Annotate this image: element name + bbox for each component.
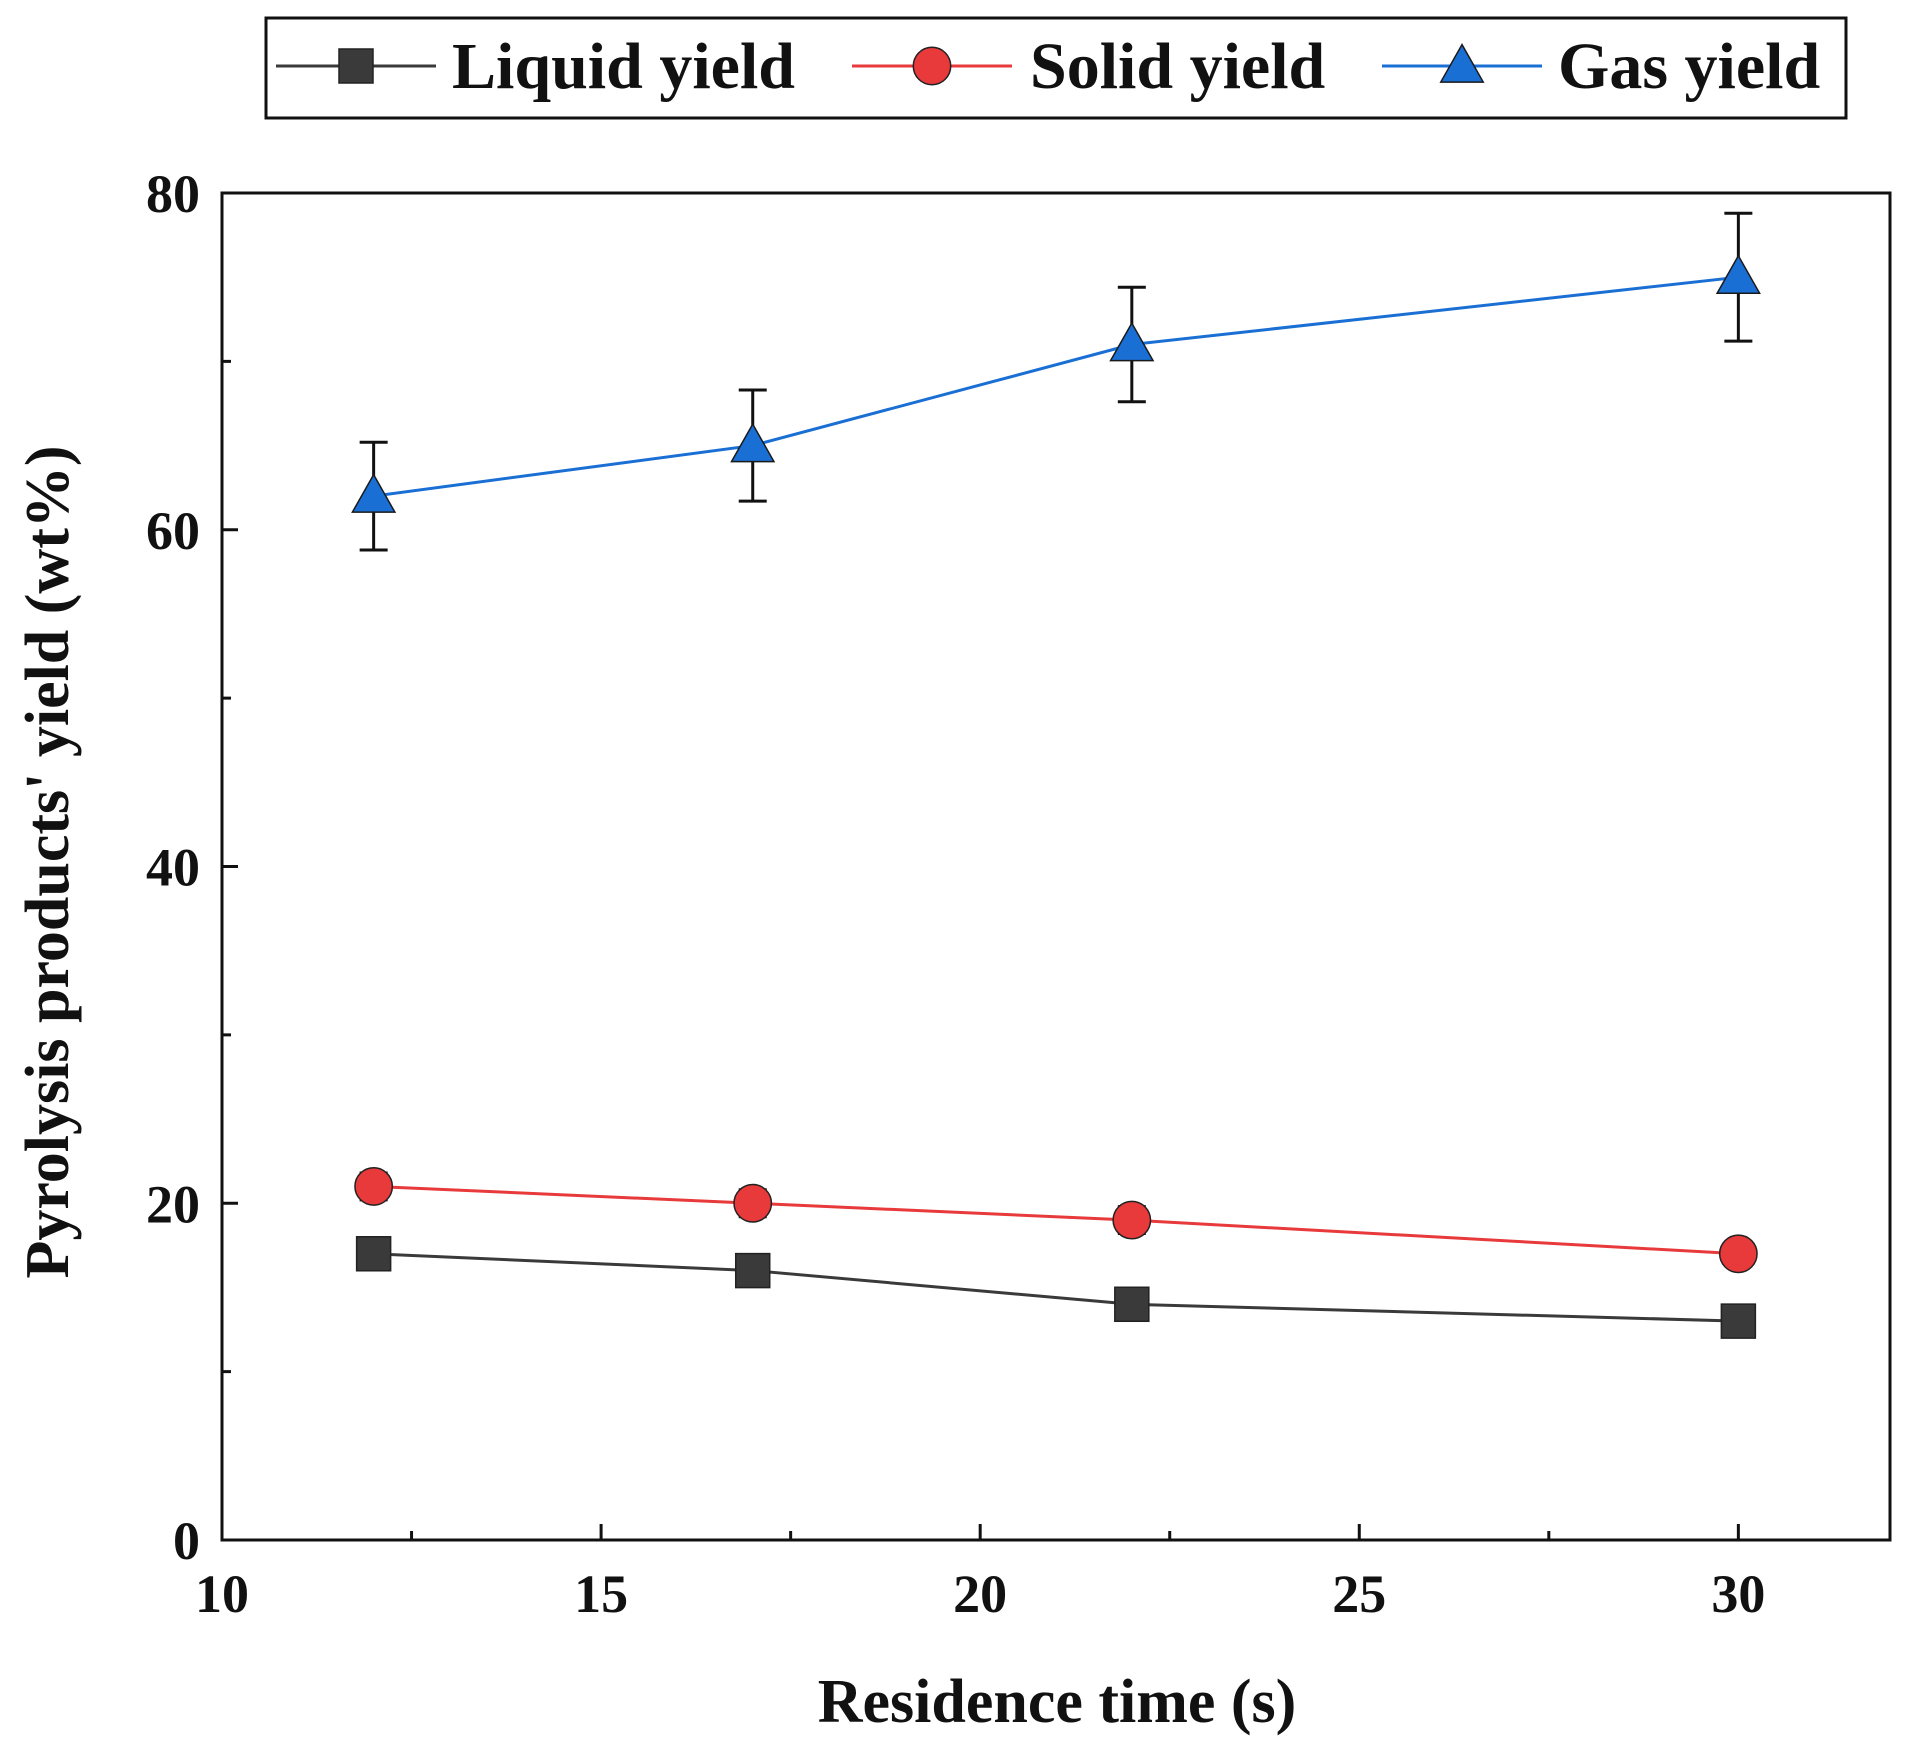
gas-yield-line (373, 275, 1739, 498)
legend: Liquid yield Solid yield Gas yield (264, 16, 1848, 120)
gas-yield-point (730, 422, 776, 463)
gas-yield-point (1109, 321, 1155, 362)
y-tick-label: 20 (146, 1174, 200, 1234)
legend-box (264, 16, 1848, 120)
y-axis-label: Pyrolysis products' yield (wt%) (14, 445, 82, 1278)
liquid-yield-line (373, 1252, 1739, 1323)
legend-solid-yield-label: Solid yield (1030, 30, 1325, 103)
y-tick-label: 80 (146, 164, 200, 224)
y-tick-label: 0 (173, 1511, 200, 1571)
legend-gas-yield-label: Gas yield (1558, 30, 1820, 103)
solid-yield-point (1718, 1234, 1758, 1274)
y-tick-label: 60 (146, 501, 200, 561)
x-tick-label: 10 (195, 1564, 249, 1624)
solid-yield-point (1112, 1200, 1152, 1240)
legend-solid-yield-marker (912, 46, 952, 86)
liquid-yield-point (734, 1252, 771, 1289)
solid-yield-line (373, 1184, 1739, 1256)
liquid-yield-point (1114, 1286, 1150, 1323)
legend-liquid-yield-marker (338, 48, 374, 84)
legend-gas-yield-marker (1439, 43, 1485, 83)
plot-area (351, 211, 1761, 1339)
x-tick-label: 30 (1711, 1564, 1765, 1624)
liquid-yield-point (355, 1236, 392, 1272)
x-tick-label: 25 (1332, 1564, 1386, 1624)
solid-yield-point (733, 1183, 773, 1223)
gas-yield-point (351, 473, 397, 513)
x-tick-label: 20 (953, 1564, 1007, 1624)
solid-yield-point (354, 1166, 394, 1206)
liquid-yield-point (1720, 1303, 1757, 1339)
legend-liquid-yield-label: Liquid yield (452, 30, 795, 103)
axes: 10 15 20 25 30 0 20 40 60 80 (146, 164, 1892, 1624)
plot-frame (220, 191, 1892, 1542)
y-tick-label: 40 (146, 838, 200, 898)
gas-yield-point (1715, 254, 1761, 295)
x-axis-label: Residence time (s) (818, 1668, 1297, 1736)
x-tick-label: 15 (574, 1564, 628, 1624)
